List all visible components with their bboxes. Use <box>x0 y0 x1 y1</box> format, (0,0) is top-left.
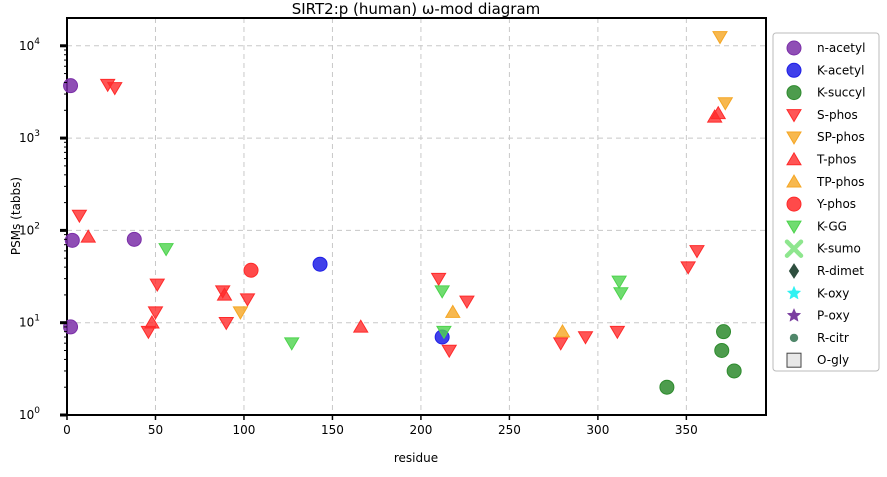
tp-phos-point <box>554 324 571 338</box>
legend-label-o-gly: O-gly <box>817 353 849 367</box>
legend-marker-tp-phos <box>786 174 802 188</box>
k-succyl-point <box>726 363 742 379</box>
legend: n-acetyl K-acetyl K-succyl S-phos SP-phos T-p… <box>772 32 880 372</box>
x-tick-label: 350 <box>675 423 698 437</box>
k-gg-point <box>158 243 174 257</box>
t-phos-point <box>80 229 97 243</box>
legend-marker-y-phos <box>786 196 802 212</box>
k-gg-point <box>434 285 451 299</box>
y-tick-label: 102 <box>19 221 40 237</box>
sp-phos-point <box>717 97 734 111</box>
legend-label-k-sumo: K-sumo <box>817 242 861 256</box>
x-tick-label: 250 <box>498 423 521 437</box>
axis-ticks: 0 50 100 150 200 250 300 350 100 101 102 103 104 <box>19 37 698 437</box>
legend-label-t-phos: T-phos <box>816 153 856 167</box>
y-axis-label: PSMs (tabbs) <box>9 177 23 255</box>
x-tick-label: 100 <box>233 423 256 437</box>
sp-phos-point <box>712 31 728 45</box>
x-tick-label: 200 <box>409 423 432 437</box>
grid <box>66 18 766 416</box>
legend-marker-k-succyl <box>786 85 802 101</box>
x-tick-label: 150 <box>321 423 344 437</box>
y-tick-label: 101 <box>19 314 40 330</box>
s-phos-point <box>459 295 475 310</box>
y-phos-point <box>243 262 259 278</box>
legend-label-y-phos: Y-phos <box>816 197 856 211</box>
s-phos-point <box>239 293 256 307</box>
legend-label-k-oxy: K-oxy <box>817 286 849 300</box>
y-tick-label: 104 <box>19 37 40 53</box>
legend-label-n-acetyl: n-acetyl <box>817 41 865 55</box>
tp-phos-point <box>444 304 461 318</box>
legend-marker-r-dimet <box>788 263 800 279</box>
s-phos-point <box>441 344 458 359</box>
s-phos-point <box>430 272 447 287</box>
s-phos-point <box>71 209 88 224</box>
legend-label-p-oxy: P-oxy <box>817 309 850 323</box>
legend-label-k-acetyl: K-acetyl <box>817 63 864 77</box>
legend-label-k-succyl: K-succyl <box>817 86 865 100</box>
t-phos-point <box>216 287 233 301</box>
k-gg-point <box>613 287 629 301</box>
legend-marker-k-oxy <box>786 285 802 300</box>
legend-marker-k-sumo <box>784 239 804 258</box>
legend-marker-n-acetyl <box>786 40 802 56</box>
s-phos-point <box>149 278 166 293</box>
legend-frame <box>772 32 880 372</box>
legend-marker-s-phos <box>786 109 802 123</box>
legend-label-r-dimet: R-dimet <box>817 264 864 278</box>
s-phos-point <box>609 325 626 340</box>
data-points <box>63 31 742 395</box>
k-gg-point <box>611 275 627 290</box>
n-acetyl-point <box>63 78 79 94</box>
sp-phos-point <box>232 306 249 320</box>
legend-marker-t-phos <box>786 151 802 166</box>
s-phos-point <box>689 245 705 259</box>
k-succyl-point <box>714 342 730 358</box>
chart-title: SIRT2:p (human) ω-mod diagram <box>292 0 541 18</box>
x-axis-label: residue <box>394 451 438 465</box>
t-phos-point <box>144 315 160 329</box>
k-gg-point <box>436 325 452 340</box>
n-acetyl-point <box>126 231 142 247</box>
x-tick-label: 0 <box>63 423 71 437</box>
legend-marker-p-oxy <box>786 307 802 322</box>
legend-marker-k-acetyl <box>786 62 802 78</box>
legend-label-k-gg: K-GG <box>817 219 847 233</box>
legend-marker-r-citr <box>789 333 799 343</box>
k-succyl-point <box>659 379 675 395</box>
legend-label-sp-phos: SP-phos <box>817 130 865 144</box>
legend-label-r-citr: R-citr <box>817 331 849 345</box>
t-phos-point <box>710 105 727 120</box>
s-phos-point <box>218 316 235 331</box>
n-acetyl-point <box>64 232 80 248</box>
s-phos-point <box>680 261 697 275</box>
k-acetyl-point <box>312 256 328 272</box>
s-phos-point <box>147 306 164 320</box>
legend-marker-k-gg <box>786 220 802 235</box>
s-phos-point <box>552 337 569 351</box>
y-tick-label: 100 <box>19 406 40 422</box>
s-phos-point <box>106 82 123 96</box>
n-acetyl-point <box>63 319 79 335</box>
plot-frame <box>66 17 767 416</box>
t-phos-point <box>352 319 369 333</box>
x-tick-label: 50 <box>148 423 163 437</box>
k-gg-point <box>283 337 300 351</box>
x-tick-label: 300 <box>586 423 609 437</box>
legend-marker-o-gly <box>786 352 802 368</box>
s-phos-point <box>577 331 594 345</box>
k-succyl-point <box>716 324 732 340</box>
legend-marker-sp-phos <box>786 131 802 145</box>
legend-label-s-phos: S-phos <box>817 108 858 122</box>
y-tick-label: 103 <box>19 129 40 145</box>
legend-label-tp-phos: TP-phos <box>816 175 864 189</box>
